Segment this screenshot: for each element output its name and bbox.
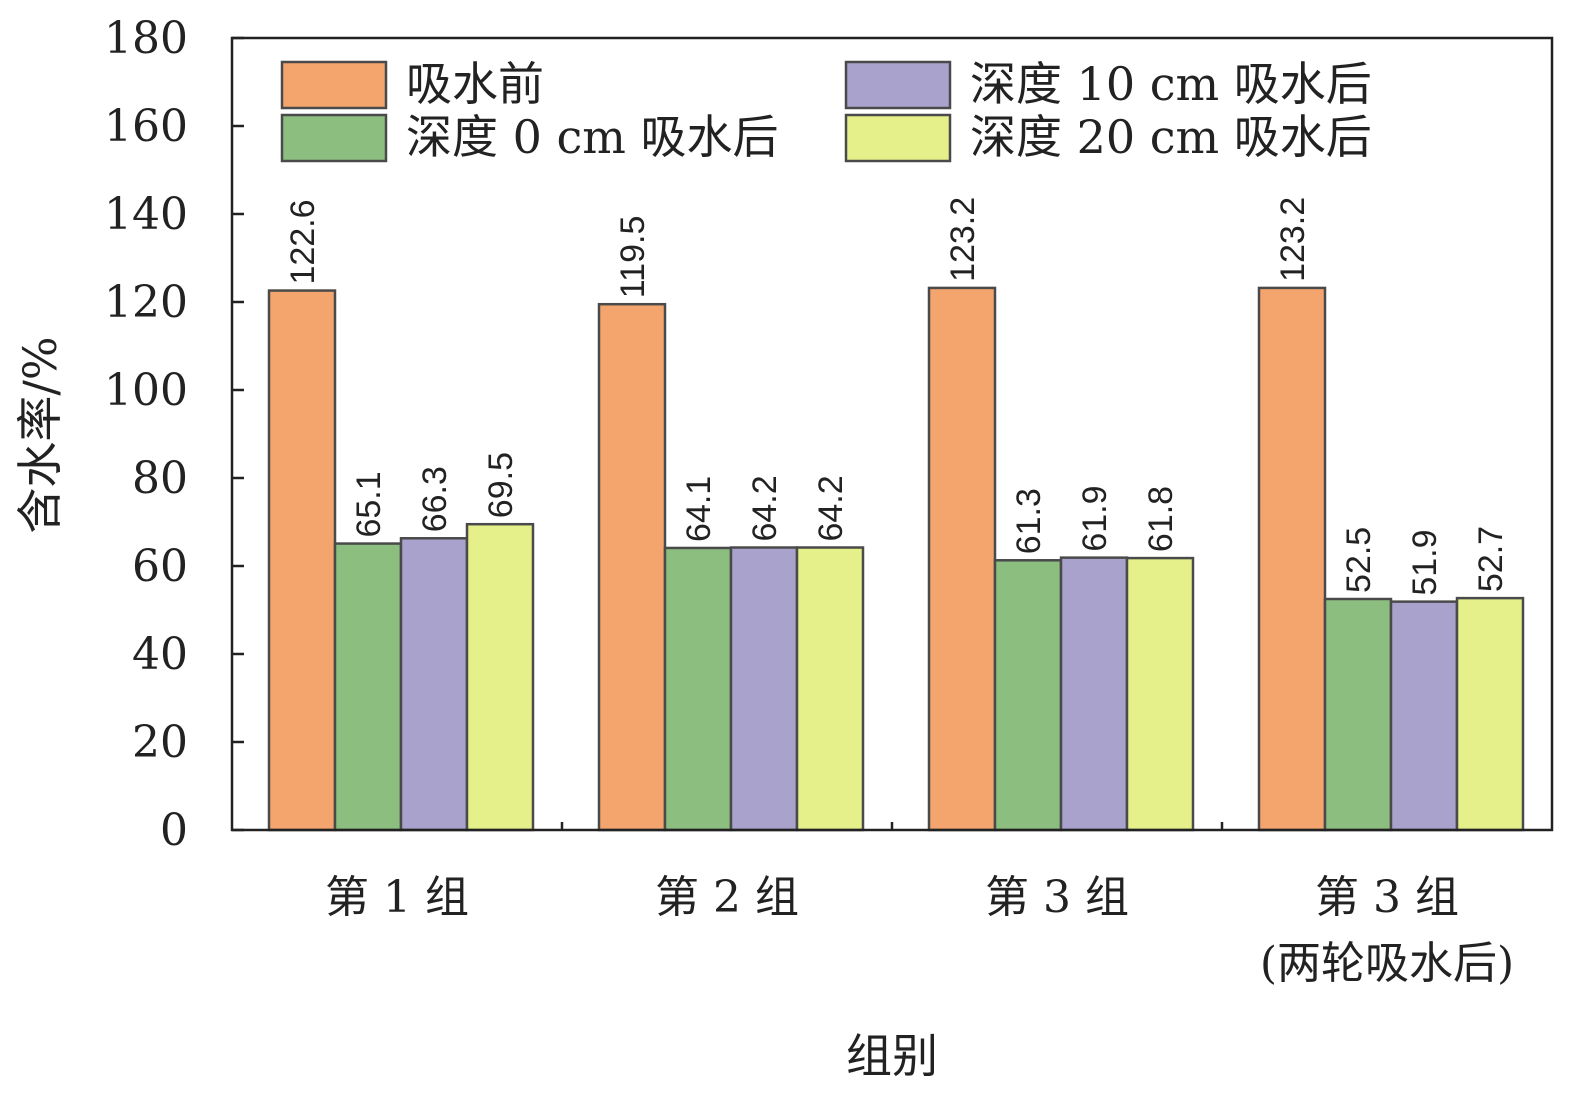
bar: [795, 546, 865, 832]
bar: [663, 546, 733, 832]
data-label: 61.9: [1076, 485, 1114, 551]
data-label: 61.3: [1010, 488, 1048, 554]
bar: [1059, 556, 1129, 832]
y-tick-label: 40: [132, 629, 188, 680]
y-tick-label: 160: [104, 101, 188, 152]
bars-layer: 122.6 65.1 66.3 69.5 119.5 64.1 64.2 64.2 123.2 6…: [267, 197, 1525, 832]
x-category-label: 第 1 组: [325, 872, 469, 923]
data-label: 123.2: [944, 197, 982, 282]
bar: [1125, 556, 1195, 832]
bar: [1389, 600, 1459, 832]
data-label: 66.3: [416, 466, 454, 532]
y-tick-label: 20: [132, 717, 188, 768]
data-label: 52.7: [1472, 526, 1510, 592]
y-tick-label: 140: [104, 189, 188, 240]
bar: [597, 302, 667, 832]
legend-label: 深度 10 cm 吸水后: [970, 57, 1372, 111]
data-label: 119.5: [614, 216, 652, 299]
bar: [1323, 597, 1393, 832]
legend-swatch: [844, 60, 952, 110]
data-label: 64.2: [812, 475, 850, 541]
x-axis-title: 组别: [846, 1029, 938, 1083]
data-label: 51.9: [1406, 529, 1444, 595]
y-tick-label: 120: [104, 277, 188, 328]
data-label: 69.5: [482, 452, 520, 518]
y-tick-label: 80: [132, 453, 188, 504]
y-tick-label: 180: [104, 13, 188, 64]
data-label: 122.6: [284, 199, 322, 284]
bar: [993, 559, 1063, 832]
bar: [729, 546, 799, 832]
bar: [399, 537, 469, 832]
bar: [1455, 596, 1525, 832]
bar: [267, 289, 337, 832]
data-label: 52.5: [1340, 527, 1378, 593]
legend-label: 深度 0 cm 吸水后: [406, 110, 779, 164]
data-label: 64.2: [746, 475, 784, 541]
legend-swatch: [280, 113, 388, 163]
axes-layer: 0 20 40 60 80 100 120 140 160 180 第 1 组 第 2 组 第 3 组 第…: [13, 13, 1554, 1083]
y-tick-label: 100: [104, 365, 188, 416]
data-label: 64.1: [680, 476, 718, 542]
legend-swatch: [280, 60, 388, 110]
y-tick-label: 0: [160, 805, 188, 856]
x-category-label: 第 3 组: [1315, 872, 1459, 923]
bar: [333, 542, 403, 832]
y-tick-label: 60: [132, 541, 188, 592]
y-axis-title: 含水率/%: [13, 336, 67, 533]
bar: [465, 522, 535, 832]
legend-label: 吸水前: [406, 57, 544, 111]
data-label: 61.8: [1142, 486, 1180, 552]
data-label: 123.2: [1274, 197, 1312, 282]
x-category-label: (两轮吸水后): [1260, 938, 1514, 989]
legend-label: 深度 20 cm 吸水后: [970, 110, 1372, 164]
x-category-label: 第 2 组: [655, 872, 799, 923]
legend-swatch: [844, 113, 952, 163]
bar: [1257, 286, 1327, 832]
x-category-label: 第 3 组: [985, 872, 1129, 923]
data-label: 65.1: [350, 471, 388, 537]
bar: [927, 286, 997, 832]
